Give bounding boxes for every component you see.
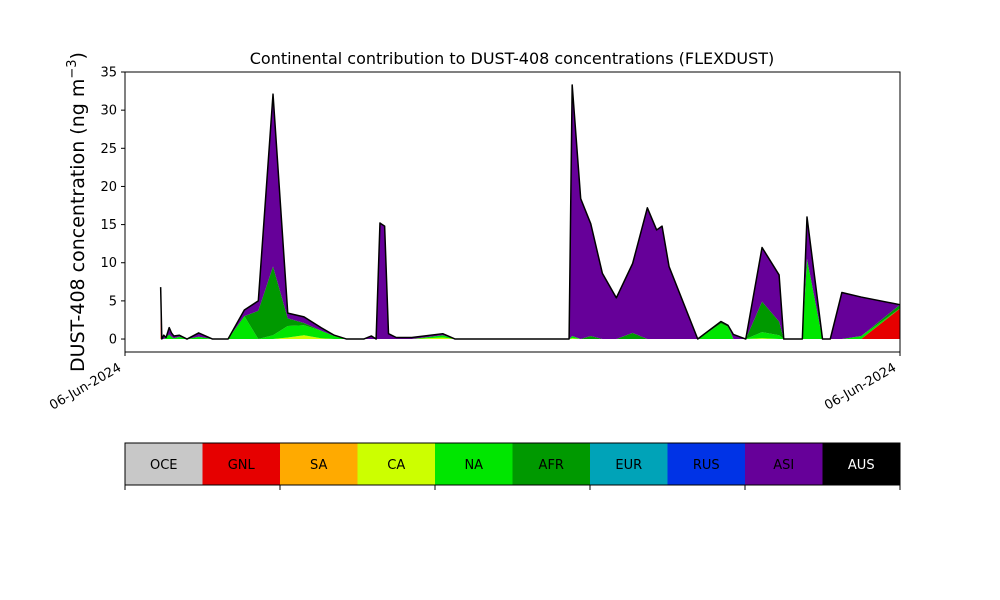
legend-label-afr: AFR bbox=[539, 458, 564, 473]
y-axis-label-close: ) bbox=[67, 52, 89, 59]
y-tick-label: 0 bbox=[109, 333, 117, 348]
legend-label-eur: EUR bbox=[615, 458, 642, 473]
legend-label-na: NA bbox=[464, 458, 483, 473]
y-tick-label: 20 bbox=[100, 180, 117, 195]
legend-swatch-sa bbox=[280, 443, 358, 485]
legend-swatch-oce bbox=[125, 443, 203, 485]
y-tick-label: 15 bbox=[100, 218, 117, 233]
y-tick-label: 10 bbox=[100, 256, 117, 271]
y-tick-label: 35 bbox=[100, 66, 117, 81]
chart-title: Continental contribution to DUST-408 con… bbox=[250, 49, 775, 68]
plot-frame bbox=[124, 71, 901, 353]
legend-label-gnl: GNL bbox=[228, 458, 256, 473]
legend-swatch-rus bbox=[667, 443, 746, 485]
y-tick-label: 25 bbox=[100, 142, 117, 157]
legend-swatch-asi bbox=[745, 443, 823, 485]
area-na bbox=[160, 258, 900, 340]
legend-label-asi: ASI bbox=[773, 458, 794, 473]
legend-swatch-eur bbox=[590, 443, 668, 485]
legend-label-oce: OCE bbox=[150, 458, 178, 473]
y-axis-label: DUST-408 concentration (ng m−3) bbox=[65, 52, 89, 372]
legend-label-sa: SA bbox=[310, 458, 327, 473]
y-axis-label-sup: −3 bbox=[65, 59, 80, 78]
legend-swatch-afr bbox=[512, 443, 591, 485]
total-outline bbox=[159, 84, 901, 340]
legend-swatch-na bbox=[435, 443, 513, 485]
x-tick-label: 06-Jun-2024 bbox=[822, 360, 899, 413]
legend-swatch-ca bbox=[357, 443, 436, 485]
legend-swatch-aus bbox=[822, 443, 901, 485]
y-tick-label: 5 bbox=[109, 294, 117, 309]
legend-label-aus: AUS bbox=[848, 458, 875, 473]
legend-label-rus: RUS bbox=[693, 458, 720, 473]
legend-label-ca: CA bbox=[387, 458, 405, 473]
legend-swatch-gnl bbox=[202, 443, 281, 485]
y-tick-label: 30 bbox=[100, 104, 117, 119]
legend-frame bbox=[124, 442, 901, 486]
